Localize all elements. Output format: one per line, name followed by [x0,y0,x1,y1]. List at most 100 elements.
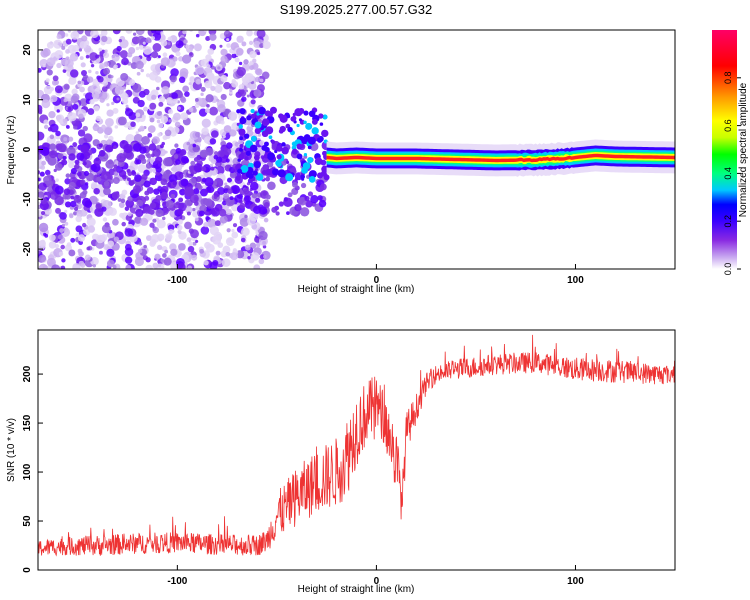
spectrogram-noise-cell [254,76,261,83]
spectrogram-noise-cell [93,187,100,195]
spectrogram-noise-cell [169,35,178,43]
spectrogram-noise-cell [216,98,220,102]
spectrogram-noise-cell [135,208,144,218]
colorbar-tick-label: 0.6 [723,119,733,132]
spectrogram-noise-cell [141,135,150,145]
y-tick-label: 50 [22,515,33,527]
spectrogram-noise-cell [64,178,71,185]
spectrogram-noise-cell [201,118,211,128]
spectrogram-noise-cell [226,142,233,149]
spectrogram-noise-cell [161,86,170,95]
spectrogram-noise-cell [63,98,68,103]
spectrogram-noise-cell [46,69,53,76]
spectrogram-noise-cell [64,193,71,200]
spectrogram-noise-cell [99,250,103,255]
spectrogram-noise-cell [179,148,187,156]
spectrogram-noise-cell [218,208,227,217]
spectrogram-noise-cell [149,177,157,186]
spectrogram-transition-cell [311,119,318,125]
spectrogram-noise-cell [107,240,115,247]
spectrogram-noise-cell [256,30,266,39]
spectrogram-noise-cell [160,258,165,263]
spectrogram-noise-cell [149,102,157,110]
spectrogram-noise-cell [208,155,216,162]
spectrogram-noise-cell [128,79,136,86]
spectrogram-noise-cell [231,80,239,88]
spectrogram-noise-cell [197,185,203,190]
x-tick-label: 0 [374,576,380,587]
spectrogram-noise-cell [213,195,218,199]
spectrogram-noise-cell [262,40,271,50]
spectrogram-noise-cell [127,212,132,217]
spectrogram-noise-cell [125,134,135,144]
spectrogram-noise-cell [136,199,144,207]
spectrogram-noise-cell [95,54,100,59]
spectrogram-noise-cell [200,226,210,235]
spectrogram-noise-cell [223,30,231,38]
spectrogram-noise-cell [97,76,104,83]
spectrogram-noise-cell [292,181,298,188]
spectrogram-noise-cell [135,131,139,135]
spectrogram-noise-cell [141,114,146,119]
spectrogram-noise-cell [75,225,83,233]
spectrogram-noise-cell [135,46,140,51]
spectrogram-noise-cell [185,206,193,214]
spectrogram-noise-cell [261,71,270,80]
spectrogram-noise-cell [68,181,76,190]
spectrogram-noise-cell [143,106,148,112]
spectrogram-noise-cell [214,220,221,227]
spectrogram-transition-cell [238,124,243,129]
spectrogram-noise-cell [124,243,132,251]
spectrogram-noise-cell [145,73,151,78]
spectrogram-noise-cell [176,224,183,231]
spectrogram-noise-cell [188,107,194,113]
spectrogram-noise-cell [255,242,261,248]
spectrogram-noise-cell [187,245,195,253]
spectrogram-transition-cell [276,161,282,168]
spectrogram-noise-cell [192,143,197,148]
spectrogram-transition-cell [281,142,286,147]
spectrogram-noise-cell [156,119,161,124]
spectrogram-noise-cell [209,138,217,145]
spectrogram-transition-cell [287,126,293,133]
spectrogram-noise-cell [56,62,62,69]
spectrogram-transition-cell [305,122,313,130]
spectrogram-noise-cell [229,171,237,179]
spectrogram-noise-cell [238,89,247,97]
spectrogram-noise-cell [202,185,207,189]
spectrogram-noise-cell [168,109,174,115]
spectrogram-transition-cell [300,174,305,180]
spectrogram-noise-cell [90,164,97,171]
spectrogram-noise-cell [172,180,178,186]
spectrogram-noise-cell [256,68,262,74]
spectrogram-noise-cell [156,111,162,117]
spectrogram-noise-cell [263,254,267,259]
spectrogram-noise-cell [207,72,214,80]
spectrogram-noise-cell [249,50,257,59]
x-tick-label: 0 [374,275,380,286]
spectrogram-noise-cell [172,126,180,134]
spectrogram-noise-cell [252,58,257,63]
spectrogram-noise-cell [193,157,199,162]
spectrogram-noise-cell [210,85,216,92]
spectrogram-noise-cell [170,167,174,171]
spectrogram-noise-cell [89,52,98,61]
spectrogram-noise-cell [49,134,55,140]
spectrogram-noise-cell [98,149,106,157]
spectrogram-noise-cell [52,75,59,82]
spectrogram-noise-cell [213,154,219,160]
spectrogram-noise-cell [221,258,231,268]
spectrogram-noise-cell [38,250,41,254]
spectrogram-noise-cell [95,70,99,75]
figure-title: S199.2025.277.00.57.G32 [280,2,433,17]
spectrogram-noise-cell [75,215,82,223]
spectrogram-transition-cell [276,154,282,160]
spectrogram-noise-cell [154,253,161,260]
spectrogram-noise-cell [38,222,49,233]
spectrogram-noise-cell [107,159,114,165]
spectrogram-noise-cell [42,63,46,68]
spectrogram-noise-cell [75,232,80,237]
y-tick-label: 0 [22,567,33,573]
spectrogram-noise-cell [174,121,181,128]
spectrogram-noise-cell [100,30,108,37]
